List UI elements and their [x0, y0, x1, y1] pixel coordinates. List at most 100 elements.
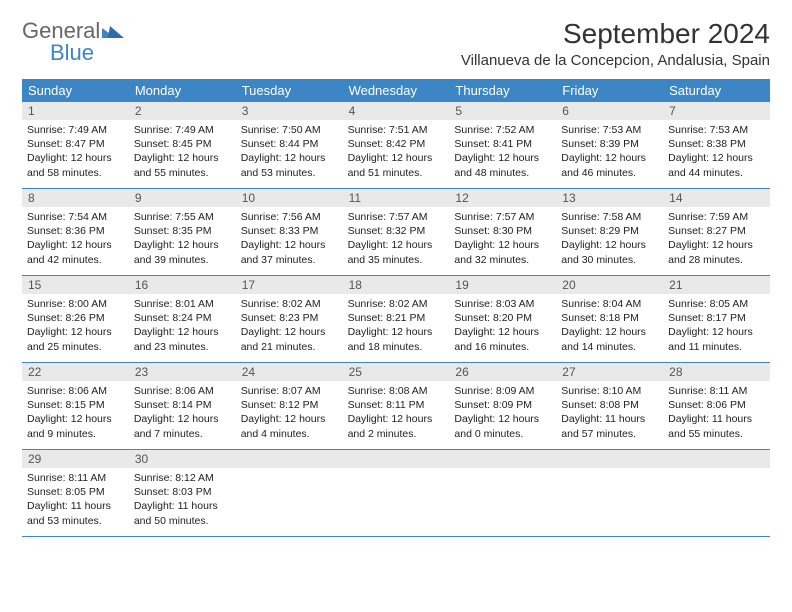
sunset-line: Sunset: 8:05 PM: [27, 485, 124, 499]
sunset-line: Sunset: 8:45 PM: [134, 137, 231, 151]
sunset-line: Sunset: 8:14 PM: [134, 398, 231, 412]
day-number: 22: [22, 363, 129, 381]
daylight-line: Daylight: 12 hours and 42 minutes.: [27, 238, 124, 266]
day-number: 28: [663, 363, 770, 381]
daylight-line: Daylight: 11 hours and 50 minutes.: [134, 499, 231, 527]
calendar-day: 22Sunrise: 8:06 AMSunset: 8:15 PMDayligh…: [22, 363, 129, 449]
day-number: 11: [343, 189, 450, 207]
day-details: Sunrise: 7:52 AMSunset: 8:41 PMDaylight:…: [449, 120, 556, 185]
sunrise-line: Sunrise: 8:12 AM: [134, 471, 231, 485]
calendar-day: 29Sunrise: 8:11 AMSunset: 8:05 PMDayligh…: [22, 450, 129, 536]
sunrise-line: Sunrise: 8:01 AM: [134, 297, 231, 311]
day-number: 30: [129, 450, 236, 468]
calendar-day: 19Sunrise: 8:03 AMSunset: 8:20 PMDayligh…: [449, 276, 556, 362]
day-details: Sunrise: 8:11 AMSunset: 8:05 PMDaylight:…: [22, 468, 129, 533]
calendar-day: [556, 450, 663, 536]
brand-text: General Blue: [22, 20, 124, 64]
calendar-day: [236, 450, 343, 536]
calendar-day: 17 Sunrise: 8:02 AMSunset: 8:23 PMDayligh…: [236, 276, 343, 362]
sunrise-line: Sunrise: 8:07 AM: [241, 384, 338, 398]
day-number: 17: [236, 276, 343, 294]
day-number: [663, 450, 770, 468]
sunset-line: Sunset: 8:18 PM: [561, 311, 658, 325]
day-details: Sunrise: 7:53 AMSunset: 8:38 PMDaylight:…: [663, 120, 770, 185]
daylight-line: Daylight: 12 hours and 44 minutes.: [668, 151, 765, 179]
calendar-day: 27Sunrise: 8:10 AMSunset: 8:08 PMDayligh…: [556, 363, 663, 449]
day-details: Sunrise: 8:09 AMSunset: 8:09 PMDaylight:…: [449, 381, 556, 446]
sunset-line: Sunset: 8:15 PM: [27, 398, 124, 412]
day-number: 26: [449, 363, 556, 381]
sunset-line: Sunset: 8:17 PM: [668, 311, 765, 325]
day-details: Sunrise: 8:00 AMSunset: 8:26 PMDaylight:…: [22, 294, 129, 359]
daylight-line: Daylight: 12 hours and 21 minutes.: [241, 325, 338, 353]
sunset-line: Sunset: 8:47 PM: [27, 137, 124, 151]
day-details: Sunrise: 8:04 AMSunset: 8:18 PMDaylight:…: [556, 294, 663, 359]
calendar-day: [663, 450, 770, 536]
calendar-day: 26Sunrise: 8:09 AMSunset: 8:09 PMDayligh…: [449, 363, 556, 449]
day-number: 29: [22, 450, 129, 468]
day-number: 21: [663, 276, 770, 294]
sunrise-line: Sunrise: 7:52 AM: [454, 123, 551, 137]
dow-thursday: Thursday: [449, 79, 556, 102]
month-title: September 2024: [461, 18, 770, 50]
sunset-line: Sunset: 8:41 PM: [454, 137, 551, 151]
daylight-line: Daylight: 11 hours and 53 minutes.: [27, 499, 124, 527]
brand-logo: General Blue: [22, 18, 124, 64]
day-number: 19: [449, 276, 556, 294]
sunset-line: Sunset: 8:06 PM: [668, 398, 765, 412]
calendar-day: 3Sunrise: 7:50 AMSunset: 8:44 PMDaylight…: [236, 102, 343, 188]
day-number: 15: [22, 276, 129, 294]
sunset-line: Sunset: 8:44 PM: [241, 137, 338, 151]
day-number: [343, 450, 450, 468]
day-details: Sunrise: 7:59 AMSunset: 8:27 PMDaylight:…: [663, 207, 770, 272]
calendar-day: 23Sunrise: 8:06 AMSunset: 8:14 PMDayligh…: [129, 363, 236, 449]
calendar-day: 28Sunrise: 8:11 AMSunset: 8:06 PMDayligh…: [663, 363, 770, 449]
dow-friday: Friday: [556, 79, 663, 102]
sunset-line: Sunset: 8:21 PM: [348, 311, 445, 325]
daylight-line: Daylight: 12 hours and 32 minutes.: [454, 238, 551, 266]
sunset-line: Sunset: 8:11 PM: [348, 398, 445, 412]
dow-saturday: Saturday: [663, 79, 770, 102]
day-number: 18: [343, 276, 450, 294]
sunrise-line: Sunrise: 7:57 AM: [348, 210, 445, 224]
daylight-line: Daylight: 11 hours and 55 minutes.: [668, 412, 765, 440]
day-number: 4: [343, 102, 450, 120]
daylight-line: Daylight: 12 hours and 28 minutes.: [668, 238, 765, 266]
brand-word-2: Blue: [22, 40, 94, 65]
daylight-line: Daylight: 12 hours and 39 minutes.: [134, 238, 231, 266]
sunrise-line: Sunrise: 7:49 AM: [134, 123, 231, 137]
sunset-line: Sunset: 8:24 PM: [134, 311, 231, 325]
day-number: [449, 450, 556, 468]
sunrise-line: Sunrise: 8:05 AM: [668, 297, 765, 311]
sunrise-line: Sunrise: 7:55 AM: [134, 210, 231, 224]
title-block: September 2024 Villanueva de la Concepci…: [461, 18, 770, 69]
day-number: 5: [449, 102, 556, 120]
daylight-line: Daylight: 12 hours and 30 minutes.: [561, 238, 658, 266]
calendar-day: 8Sunrise: 7:54 AMSunset: 8:36 PMDaylight…: [22, 189, 129, 275]
day-number: 23: [129, 363, 236, 381]
day-details: Sunrise: 8:02 AMSunset: 8:21 PMDaylight:…: [343, 294, 450, 359]
sunrise-line: Sunrise: 8:02 AM: [241, 297, 338, 311]
sunrise-line: Sunrise: 7:59 AM: [668, 210, 765, 224]
day-details: Sunrise: 7:55 AMSunset: 8:35 PMDaylight:…: [129, 207, 236, 272]
day-number: 24: [236, 363, 343, 381]
sunset-line: Sunset: 8:23 PM: [241, 311, 338, 325]
daylight-line: Daylight: 12 hours and 2 minutes.: [348, 412, 445, 440]
location-text: Villanueva de la Concepcion, Andalusia, …: [461, 52, 770, 69]
day-number: 7: [663, 102, 770, 120]
calendar-day: 9Sunrise: 7:55 AMSunset: 8:35 PMDaylight…: [129, 189, 236, 275]
day-number: 25: [343, 363, 450, 381]
day-number: 8: [22, 189, 129, 207]
sunrise-line: Sunrise: 7:58 AM: [561, 210, 658, 224]
daylight-line: Daylight: 12 hours and 46 minutes.: [561, 151, 658, 179]
calendar: Sunday Monday Tuesday Wednesday Thursday…: [22, 79, 770, 537]
daylight-line: Daylight: 12 hours and 35 minutes.: [348, 238, 445, 266]
sunset-line: Sunset: 8:29 PM: [561, 224, 658, 238]
day-details: Sunrise: 8:01 AMSunset: 8:24 PMDaylight:…: [129, 294, 236, 359]
sunrise-line: Sunrise: 8:06 AM: [134, 384, 231, 398]
sunset-line: Sunset: 8:03 PM: [134, 485, 231, 499]
day-number: 1: [22, 102, 129, 120]
sunrise-line: Sunrise: 8:08 AM: [348, 384, 445, 398]
day-number: 16: [129, 276, 236, 294]
day-details: Sunrise: 8:03 AMSunset: 8:20 PMDaylight:…: [449, 294, 556, 359]
